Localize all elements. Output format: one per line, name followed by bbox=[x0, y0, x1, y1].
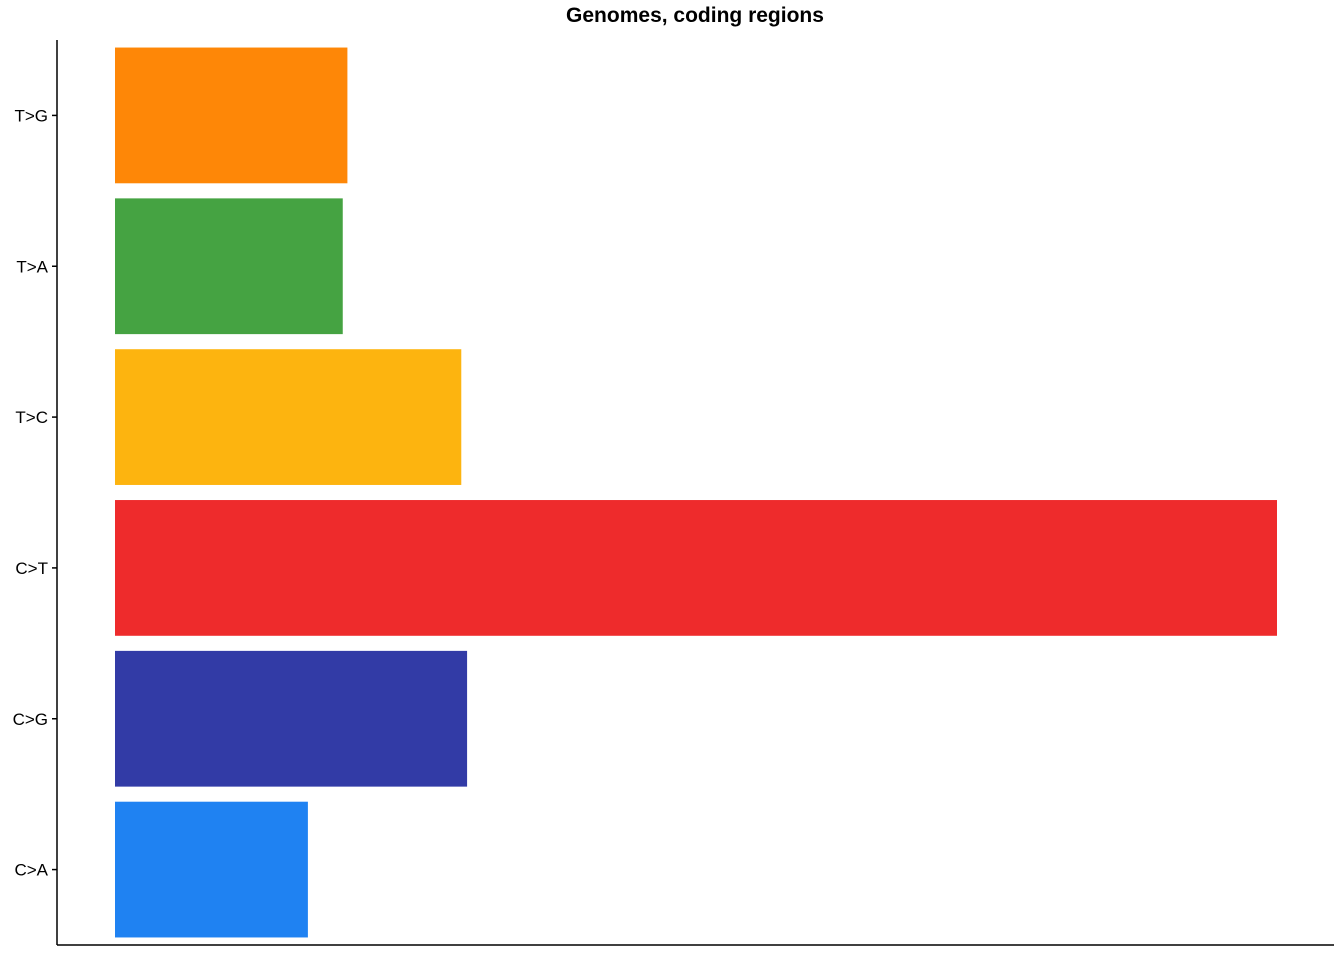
bar-t-to-a bbox=[115, 198, 343, 335]
y-tick-label: T>G bbox=[14, 106, 48, 125]
y-tick-label: C>T bbox=[15, 559, 48, 578]
y-axis-ticks: C>A C>G C>T T>C T>A T>G bbox=[13, 106, 57, 880]
bar-c-to-g bbox=[115, 650, 468, 787]
chart-title: Genomes, coding regions bbox=[566, 4, 824, 27]
bar-c-to-a bbox=[115, 801, 308, 938]
y-tick-label: T>C bbox=[15, 408, 48, 427]
y-tick-label: T>A bbox=[16, 257, 48, 276]
y-tick-label: C>G bbox=[13, 710, 48, 729]
bars-group bbox=[115, 47, 1277, 938]
bar-c-to-t bbox=[115, 500, 1277, 636]
bar-t-to-c bbox=[115, 349, 462, 485]
y-tick-label: C>A bbox=[14, 861, 48, 880]
bar-t-to-g bbox=[115, 47, 348, 184]
